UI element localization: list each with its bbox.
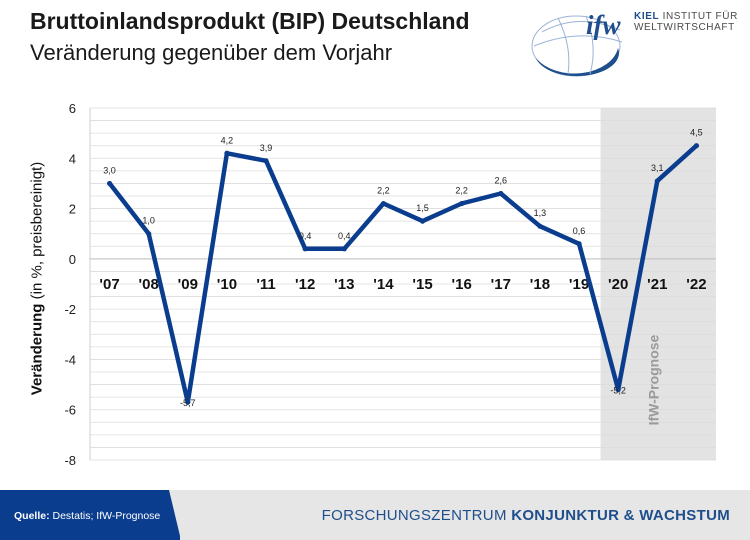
data-label: -5,7 [180, 398, 196, 408]
logo-institute-name: KIEL INSTITUT FÜR WELTWIRTSCHAFT [634, 11, 738, 33]
x-tick-label: '13 [334, 276, 354, 293]
data-point [537, 223, 543, 229]
x-tick-label: '09 [178, 276, 198, 293]
data-label: 0,4 [299, 231, 312, 241]
x-tick-label: '21 [647, 276, 667, 293]
source-text: Destatis; IfW-Prognose [49, 510, 161, 522]
data-point [498, 190, 504, 197]
source-box: Quelle: Destatis; IfW-Prognose [0, 490, 181, 540]
data-point [224, 150, 230, 156]
logo-line2: WELTWIRTSCHAFT [634, 22, 735, 33]
x-tick-label: '11 [256, 276, 275, 293]
x-tick-label: '10 [217, 276, 237, 293]
data-point [693, 143, 700, 149]
x-tick-label: '17 [491, 276, 511, 293]
x-tick-label: '20 [608, 276, 628, 293]
data-label: 0,6 [573, 226, 586, 236]
x-tick-label: '12 [295, 276, 315, 293]
source-label: Quelle: [14, 510, 50, 522]
y-tick-label: -4 [64, 352, 76, 367]
data-point [263, 158, 269, 164]
data-point [459, 200, 465, 207]
globe-logo-icon: ifw [531, 10, 623, 77]
center-prefix: FORSCHUNGSZENTRUM [321, 507, 512, 524]
data-label: 4,2 [221, 135, 234, 145]
footer-bar: Quelle: Destatis; IfW-Prognose FORSCHUNG… [0, 490, 750, 540]
data-label: 4,5 [690, 128, 703, 138]
source-note: Quelle: Destatis; IfW-Prognose [14, 510, 160, 522]
x-tick-label: '22 [686, 276, 706, 293]
gdp-series-line [107, 143, 699, 405]
forecast-label: IfW-Prognose [645, 334, 661, 425]
x-tick-label: '15 [412, 276, 432, 293]
x-tick-label: '08 [139, 276, 159, 293]
data-label: 1,5 [416, 203, 429, 213]
data-point [146, 231, 152, 237]
data-label: -5,2 [610, 386, 626, 396]
data-label: 2,6 [495, 175, 508, 185]
data-label: 3,0 [103, 165, 116, 175]
logo-line1-rest: INSTITUT FÜR [659, 11, 738, 22]
y-tick-label: -8 [64, 453, 76, 468]
data-label: 1,0 [142, 216, 155, 226]
x-tick-label: '14 [373, 276, 394, 293]
center-bold: KONJUNKTUR & WACHSTUM [511, 507, 730, 524]
y-tick-label: -6 [64, 403, 76, 418]
y-tick-label: 2 [69, 202, 76, 217]
data-point [576, 241, 582, 247]
y-tick-label: -2 [64, 302, 76, 317]
data-point [654, 178, 660, 184]
data-label: 3,1 [651, 163, 664, 173]
data-point [615, 387, 621, 393]
data-label: 1,3 [534, 208, 547, 218]
y-tick-label: 4 [69, 151, 76, 166]
data-point [380, 200, 387, 207]
ifw-logo: ifw KIEL INSTITUT FÜR WELTWIRTSCHAFT [528, 2, 750, 82]
data-label: 3,9 [260, 143, 273, 153]
x-tick-label: '16 [452, 276, 472, 293]
gdp-line-chart: 6 4 2 0 -2 -4 -6 -8 '07 '08 '09 '10 '11 '12 '13 '14 '15 '… [64, 101, 716, 468]
data-label: 0,4 [338, 231, 351, 241]
chart-title: Bruttoinlandsprodukt (BIP) Deutschland [30, 8, 470, 34]
logo-kiel: KIEL [634, 11, 660, 22]
y-tick-label: 6 [69, 101, 76, 116]
x-tick-label: '19 [569, 276, 589, 293]
data-point [106, 180, 113, 187]
y-tick-label: 0 [69, 252, 76, 267]
data-point [185, 399, 191, 405]
x-tick-label: '07 [99, 276, 119, 293]
ifw-mark: ifw [586, 10, 621, 40]
data-point [341, 246, 347, 252]
data-label: 2,2 [455, 186, 468, 196]
chart-subtitle: Veränderung gegenüber dem Vorjahr [30, 40, 393, 65]
research-center-name: FORSCHUNGSZENTRUM KONJUNKTUR & WACHSTUM [322, 507, 730, 524]
data-point [419, 218, 426, 224]
x-tick-label: '18 [530, 276, 550, 293]
data-label: 2,2 [377, 186, 390, 196]
data-point [302, 246, 308, 252]
